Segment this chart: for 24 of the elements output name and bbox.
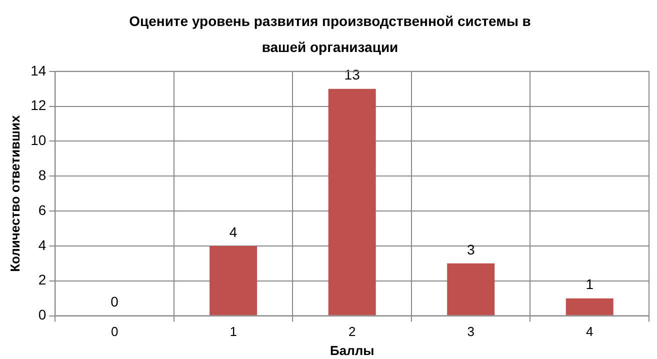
y-axis-title: Количество ответивших: [7, 114, 22, 272]
bar: [566, 298, 614, 316]
y-tick-label: 0: [38, 306, 46, 323]
y-tick-label: 6: [38, 202, 46, 218]
y-tick-label: 12: [30, 97, 46, 114]
y-tick-label: 14: [30, 62, 46, 78]
data-label: 4: [229, 224, 238, 240]
x-tick-label: 1: [230, 324, 237, 340]
x-tick-label: 0: [110, 324, 118, 340]
x-tick-label: 3: [467, 324, 474, 340]
y-tick-label: 4: [38, 236, 46, 253]
x-tick-label: 2: [348, 324, 356, 340]
bar: [328, 88, 376, 316]
x-axis-title: Баллы: [330, 342, 374, 358]
y-tick-label: 8: [38, 167, 46, 183]
chart-title: Оцените уровень развития производственной системы в вашей организации: [128, 12, 532, 57]
y-tick-label: 2: [38, 272, 46, 288]
bar: [210, 246, 258, 316]
data-label: 0: [110, 294, 119, 310]
x-tick-label: 4: [586, 324, 594, 340]
data-label: 3: [466, 241, 475, 258]
bar: [447, 263, 495, 316]
data-label: 1: [586, 276, 594, 292]
y-tick-label: 10: [30, 132, 46, 148]
